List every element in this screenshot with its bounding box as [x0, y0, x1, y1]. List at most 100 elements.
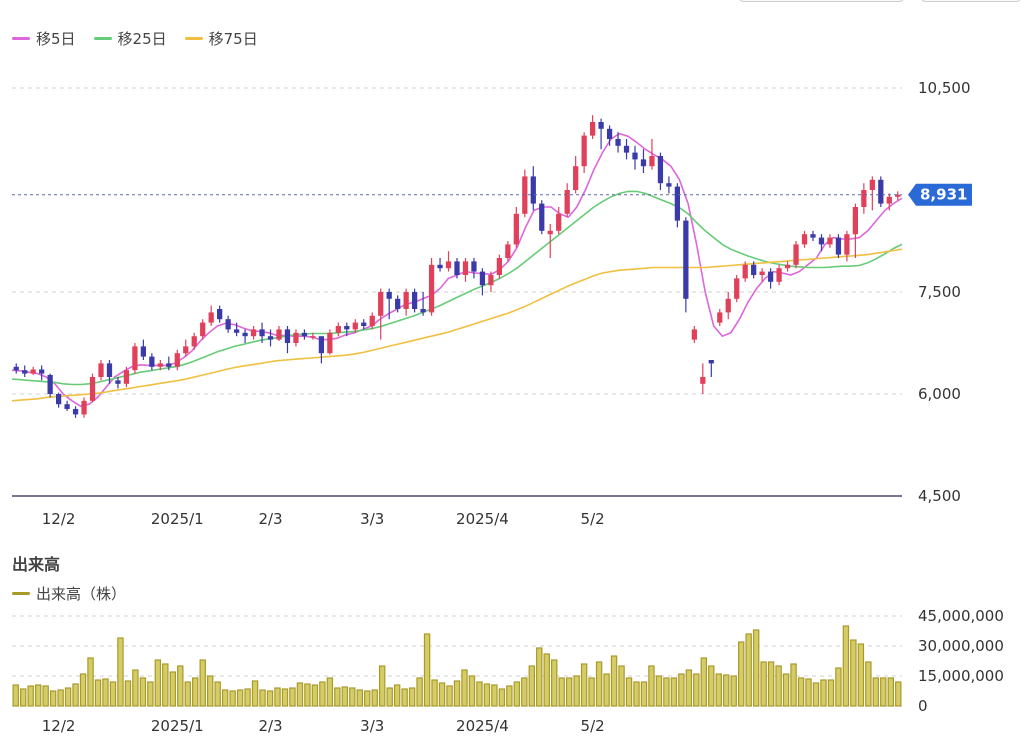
- volume-bar: [797, 677, 805, 707]
- candle-body: [191, 336, 197, 347]
- price-x-tick: 2025/1: [151, 510, 204, 528]
- volume-bar: [536, 647, 543, 707]
- volume-bar: [850, 639, 857, 707]
- volume-bar: [423, 633, 431, 707]
- candle-body: [471, 261, 477, 272]
- volume-bar: [551, 659, 558, 707]
- volume-bar: [416, 677, 423, 707]
- volume-bar: [603, 673, 610, 707]
- candle-body: [445, 261, 452, 269]
- volume-bar: [805, 678, 812, 707]
- legend-ma5[interactable]: 移5日: [12, 28, 76, 49]
- candle-body: [64, 404, 70, 409]
- volume-bar: [64, 687, 72, 707]
- candle-body: [55, 394, 62, 405]
- volume-bar: [132, 669, 139, 707]
- volume-bar: [678, 673, 685, 707]
- volume-bar: [192, 677, 199, 707]
- candle-body: [878, 179, 884, 204]
- candle-body: [530, 176, 536, 204]
- candle-body: [30, 369, 36, 374]
- price-y-tick: 7,500: [918, 283, 961, 301]
- candle-body: [403, 292, 409, 309]
- candle-body: [649, 156, 655, 167]
- volume-bar: [685, 669, 693, 707]
- volume-legend[interactable]: 出来高（株）: [12, 583, 126, 604]
- candle-body: [615, 139, 621, 146]
- price-x-tick: 2/3: [258, 510, 282, 528]
- volume-bar: [139, 677, 147, 707]
- candle-body: [217, 309, 223, 320]
- volume-bar: [27, 685, 34, 707]
- volume-bar: [670, 677, 678, 707]
- volume-bar: [57, 689, 64, 707]
- legend-ma75[interactable]: 移75日: [184, 28, 258, 49]
- candle-body: [505, 244, 511, 258]
- candle-body: [132, 346, 138, 371]
- candle-body: [801, 234, 808, 245]
- candle-body: [632, 152, 638, 160]
- legend-ma25-label: 移25日: [117, 30, 167, 48]
- volume-bar: [648, 665, 655, 707]
- volume-bar: [319, 681, 326, 707]
- candle-body: [284, 329, 291, 343]
- volume-x-tick: 2025/4: [456, 717, 509, 735]
- volume-bar: [206, 675, 214, 707]
- volume-bar: [812, 682, 820, 707]
- volume-bar: [498, 688, 506, 707]
- candle-body: [767, 271, 774, 282]
- volume-x-tick: 2025/1: [151, 717, 204, 735]
- volume-bar: [364, 690, 371, 707]
- volume-bar: [588, 677, 595, 707]
- price-y-tick: 6,000: [918, 385, 961, 403]
- volume-bar: [289, 687, 296, 707]
- candle-body: [378, 292, 384, 316]
- candle-body: [301, 332, 308, 337]
- volume-bar: [558, 677, 565, 707]
- volume-bar: [229, 690, 236, 707]
- volume-bar: [162, 663, 169, 707]
- candle-body: [420, 309, 426, 313]
- candle-body: [183, 346, 189, 354]
- volume-bar: [782, 673, 790, 707]
- volume-bar: [274, 687, 281, 707]
- candle-body: [123, 370, 130, 384]
- volume-bar: [349, 687, 356, 707]
- volume-bar: [94, 679, 102, 707]
- price-legend: 移5日 移25日 移75日: [12, 28, 258, 49]
- candle-body: [742, 264, 748, 279]
- candle-body: [174, 353, 180, 367]
- legend-ma5-swatch: [12, 37, 30, 40]
- volume-bar: [827, 679, 835, 707]
- volume-bar: [895, 681, 902, 707]
- volume-bar: [506, 685, 513, 707]
- volume-bar: [393, 684, 401, 707]
- candle-body: [734, 278, 740, 299]
- volume-bar: [259, 689, 266, 707]
- volume-bar: [184, 681, 191, 707]
- candle-body: [895, 194, 901, 197]
- candle-body: [759, 271, 765, 275]
- volume-bar: [251, 680, 259, 707]
- candle-body: [861, 190, 867, 207]
- current-price-label: 8,931: [920, 186, 967, 204]
- volume-bar: [618, 665, 625, 707]
- candle-body: [606, 128, 613, 139]
- volume-x-tick: 3/3: [360, 717, 384, 735]
- candle-body: [208, 312, 214, 323]
- candle-body: [589, 122, 596, 136]
- candle-body: [39, 369, 45, 374]
- candle-body: [166, 363, 172, 367]
- candle-body: [539, 203, 545, 231]
- candle-body: [462, 261, 469, 275]
- candle-body: [428, 264, 435, 313]
- candle-body: [157, 363, 163, 367]
- candle-body: [708, 360, 714, 364]
- volume-bar: [872, 677, 880, 707]
- volume-bar: [356, 689, 363, 707]
- legend-ma25[interactable]: 移25日: [93, 28, 167, 49]
- volume-bar: [214, 681, 221, 707]
- volume-bar: [483, 683, 491, 707]
- volume-bar: [521, 677, 528, 707]
- volume-bar: [446, 685, 453, 707]
